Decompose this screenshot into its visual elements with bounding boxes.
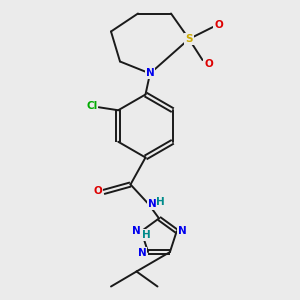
Text: N: N (146, 68, 154, 79)
Text: S: S (185, 34, 193, 44)
Text: N: N (148, 199, 157, 209)
Text: Cl: Cl (86, 101, 98, 111)
Text: O: O (214, 20, 223, 31)
Text: H: H (142, 230, 151, 240)
Text: N: N (138, 248, 146, 258)
Text: N: N (132, 226, 141, 236)
Text: H: H (155, 196, 164, 207)
Text: O: O (93, 185, 102, 196)
Text: O: O (204, 58, 213, 69)
Text: N: N (178, 226, 187, 236)
